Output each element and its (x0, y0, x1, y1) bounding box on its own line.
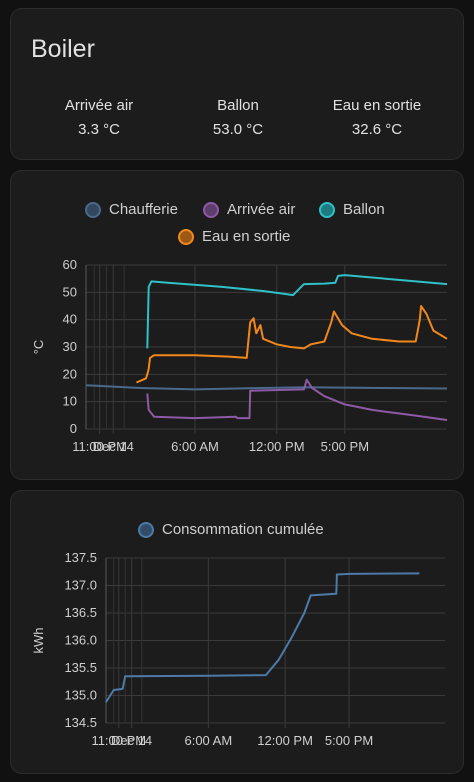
y-tick-label: 136.5 (64, 605, 97, 620)
sensor-value: 32.6 °C (351, 121, 403, 138)
y-tick-label: 10 (63, 394, 77, 409)
sensor-label: Eau en sortie (332, 97, 422, 114)
x-tick-label: 12:00 PM (257, 733, 313, 748)
y-tick-label: 137.5 (64, 550, 97, 565)
x-tick-label: 11:00 PM (91, 733, 146, 748)
y-tick-label: 135.5 (64, 660, 97, 675)
legend-item-consommation-cumulee[interactable]: Consommation cumulée (138, 521, 324, 538)
series-line-arrivee-air[interactable] (146, 378, 448, 421)
sensor-ballon[interactable]: Ballon 53.0 °C (173, 97, 303, 138)
sensor-value: 3.3 °C (78, 121, 120, 138)
sensor-arrivee-air[interactable]: Arrivée air 3.3 °C (34, 97, 164, 138)
x-tick-label: Dec 14 (111, 733, 152, 748)
legend-dot-icon (319, 201, 335, 218)
y-tick-label: 0 (70, 421, 77, 436)
energy-line-chart[interactable]: 137.5 137.0 136.5 136.0 135.5 135.0 134.5 11:00… (11, 491, 465, 775)
y-tick-label: 30 (63, 339, 77, 354)
series-line-consommation-cumulee[interactable] (105, 572, 420, 703)
y-tick-label: 20 (63, 366, 77, 381)
energy-consumption-card: Consommation cumulée 137.5 137.0 136.5 136.… (10, 490, 464, 774)
sensor-label: Ballon (217, 97, 259, 114)
legend-dot-icon (203, 201, 219, 218)
x-tick-label: 11:00 PM (72, 439, 127, 454)
y-tick-label: 135.0 (64, 688, 97, 703)
y-axis-label: kWh (31, 628, 46, 654)
legend-item-chaufferie[interactable]: Chaufferie (85, 201, 178, 218)
x-tick-label: 6:00 AM (184, 733, 232, 748)
legend-item-ballon[interactable]: Ballon (319, 201, 385, 218)
series-line-eau-en-sortie[interactable] (136, 305, 448, 384)
sensor-eau-en-sortie[interactable]: Eau en sortie 32.6 °C (312, 97, 442, 138)
legend-dot-icon (178, 228, 194, 245)
y-tick-label: 136.0 (64, 633, 97, 648)
boiler-card: Boiler Arrivée air 3.3 °C Ballon 53.0 °C… (10, 8, 464, 160)
x-tick-label: 5:00 PM (321, 439, 369, 454)
y-axis-label: °C (31, 340, 46, 355)
legend-label: Arrivée air (227, 201, 296, 218)
sensor-value: 53.0 °C (212, 121, 264, 138)
series-line-chaufferie[interactable] (85, 384, 448, 391)
y-tick-label: 40 (63, 312, 77, 327)
legend-item-arrivee-air[interactable]: Arrivée air (203, 201, 295, 218)
x-tick-label: Dec 14 (93, 439, 134, 454)
x-tick-label: 6:00 AM (171, 439, 219, 454)
y-tick-label: 137.0 (64, 578, 97, 593)
legend-dot-icon (85, 201, 101, 218)
legend-label: Eau en sortie (202, 228, 291, 245)
y-tick-label: 60 (63, 257, 77, 272)
legend-label: Chaufferie (109, 201, 178, 218)
legend-dot-icon (138, 521, 154, 538)
legend-item-eau-en-sortie[interactable]: Eau en sortie (178, 228, 290, 245)
x-tick-label: 5:00 PM (325, 733, 373, 748)
y-tick-label: 50 (63, 284, 77, 299)
legend-label: Consommation cumulée (162, 521, 324, 538)
sensor-label: Arrivée air (64, 97, 134, 114)
legend-label: Ballon (343, 201, 385, 218)
x-tick-label: 12:00 PM (249, 439, 305, 454)
temperature-history-card: Chaufferie Arrivée air Ballon Eau en sor… (10, 170, 464, 480)
y-tick-label: 134.5 (64, 715, 97, 730)
card-title[interactable]: Boiler (31, 35, 95, 63)
series-line-ballon[interactable] (146, 274, 448, 349)
